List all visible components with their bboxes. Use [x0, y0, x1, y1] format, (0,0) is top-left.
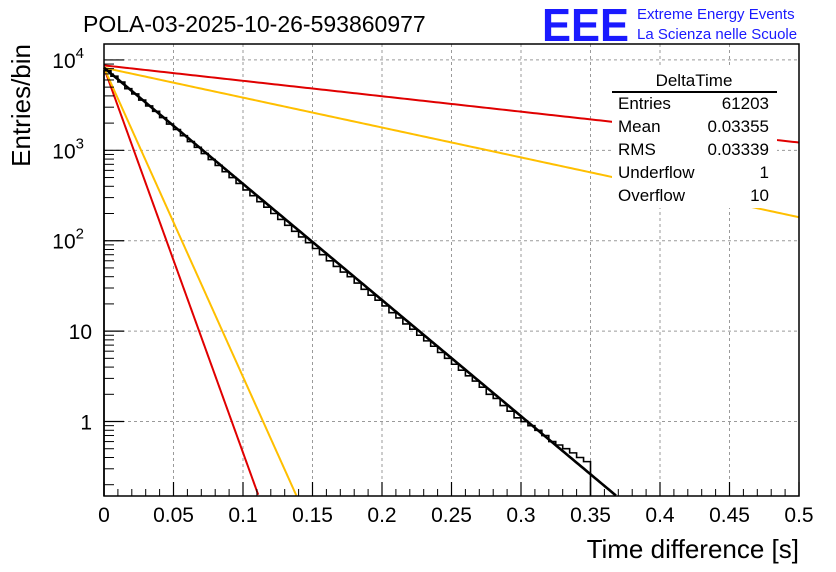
y-tick-label: 102 — [52, 226, 84, 254]
axis-ticks: 0 0.05 0.1 0.15 0.2 0.25 0.3 0.35 0.4 0.45 0.5 1 10 1… — [52, 45, 813, 527]
curve-red-steep — [103, 67, 260, 496]
x-axis-label: Time difference [s] — [587, 534, 799, 564]
x-tick-label: 0.2 — [367, 504, 396, 527]
x-tick-label: 0.05 — [153, 504, 194, 527]
stats-label-underflow: Underflow — [618, 163, 695, 182]
stats-label-mean: Mean — [618, 117, 661, 136]
stats-label-overflow: Overflow — [618, 186, 686, 205]
curve-deltatime-fit — [103, 66, 617, 497]
eee-logo: EEE Extreme Energy Events La Scienza nel… — [542, 0, 797, 51]
stats-title: DeltaTime — [656, 71, 733, 90]
x-tick-label: 0.1 — [228, 504, 257, 527]
x-tick-label: 0.15 — [292, 504, 333, 527]
logo-line2: La Scienza nelle Scuole — [637, 26, 797, 43]
grid-lines — [104, 44, 799, 496]
y-tick-label: 104 — [52, 45, 84, 73]
logo-letters: EEE — [542, 0, 629, 51]
histogram-outline — [103, 69, 592, 496]
stats-label-rms: RMS — [618, 140, 656, 159]
x-tick-label: 0.3 — [506, 504, 535, 527]
stats-box: DeltaTime Entries 61203 Mean 0.03355 RMS… — [612, 68, 777, 208]
stats-value-entries: 61203 — [722, 94, 769, 113]
histogram-layer — [103, 69, 592, 496]
x-tick-label: 0.4 — [645, 504, 675, 527]
stats-value-overflow: 10 — [750, 186, 769, 205]
x-tick-label: 0 — [98, 504, 110, 527]
curve-orange-steep — [103, 67, 298, 496]
y-tick-label: 103 — [52, 135, 84, 163]
stats-value-rms: 0.03339 — [708, 140, 769, 159]
x-tick-label: 0.35 — [570, 504, 611, 527]
x-tick-label: 0.5 — [784, 504, 813, 527]
chart-title: POLA-03-2025-10-26-593860977 — [83, 11, 426, 37]
stats-value-mean: 0.03355 — [708, 117, 769, 136]
x-tick-label: 0.45 — [709, 504, 750, 527]
y-tick-label: 1 — [80, 412, 92, 435]
stats-value-underflow: 1 — [760, 163, 769, 182]
logo-line1: Extreme Energy Events — [637, 6, 795, 23]
y-tick-label: 10 — [69, 321, 92, 344]
x-tick-label: 0.25 — [431, 504, 472, 527]
y-axis-label: Entries/bin — [6, 44, 36, 167]
stats-label-entries: Entries — [618, 94, 671, 113]
